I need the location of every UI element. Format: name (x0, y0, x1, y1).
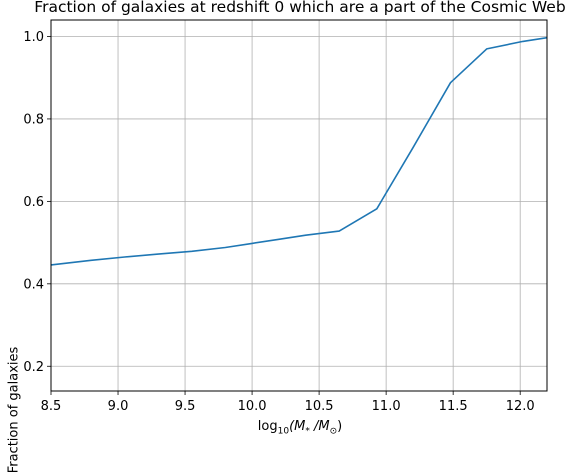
x-tick-label: 9.5 (175, 399, 196, 414)
axis-ticks: 8.5 9.0 9.5 10.0 10.5 11.0 11.5 12.0 0.2 0.4 0.6 0.… (23, 30, 534, 414)
x-axis-label-m: (M (289, 419, 305, 434)
x-axis-label: log10(M* /M⊙) (50, 419, 550, 437)
y-tick-label: 0.8 (23, 112, 44, 127)
x-tick-label: 8.5 (41, 399, 62, 414)
x-axis-label-sub: 10 (278, 427, 289, 437)
y-tick-label: 0.6 (23, 195, 44, 210)
x-tick-label: 10.5 (305, 399, 334, 414)
x-axis-label-sun: ⊙ (330, 427, 338, 437)
plot-frame (51, 20, 547, 391)
y-axis-label: Fraction of galaxies (7, 347, 22, 473)
grid-lines (51, 20, 547, 391)
x-axis-label-mid: /M (310, 419, 330, 434)
x-tick-label: 10.0 (238, 399, 267, 414)
x-axis-label-end: ) (337, 419, 342, 434)
x-tick-label: 11.5 (439, 399, 468, 414)
y-tick-label: 1.0 (23, 30, 44, 45)
x-axis-label-log: log (258, 419, 278, 434)
y-tick-label: 0.4 (23, 277, 44, 292)
x-tick-label: 12.0 (506, 399, 535, 414)
y-tick-label: 0.2 (23, 360, 44, 375)
x-tick-label: 11.0 (372, 399, 401, 414)
data-series (51, 38, 547, 265)
chart-canvas: 8.5 9.0 9.5 10.0 10.5 11.0 11.5 12.0 0.2 0.4 0.6 0.… (0, 0, 586, 437)
x-tick-label: 9.0 (108, 399, 129, 414)
series-line (51, 38, 547, 265)
